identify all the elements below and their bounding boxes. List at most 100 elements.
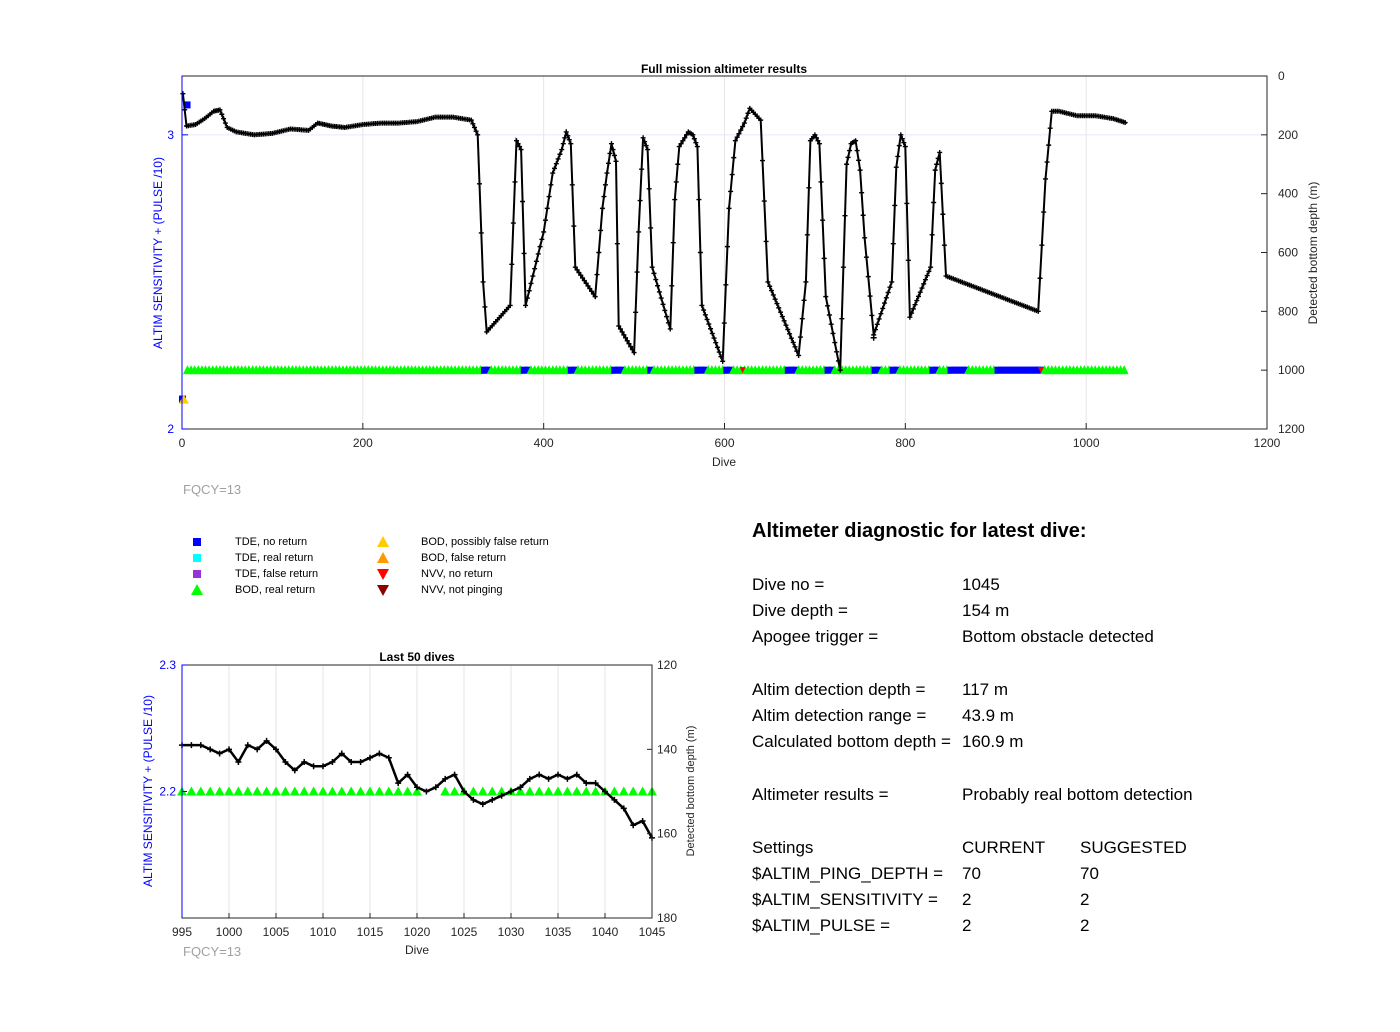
last-xtick-label: 1040: [592, 925, 619, 939]
bottom-depth-point: [653, 277, 659, 283]
last-bottom-depth-point: [526, 775, 533, 782]
last-bod-real-mark: [327, 786, 338, 796]
bottom-depth-point: [523, 302, 529, 308]
bottom-depth-point: [844, 161, 850, 167]
bottom-depth-point: [938, 180, 944, 186]
last-bod-real-mark: [383, 786, 394, 796]
bottom-depth-point: [857, 167, 863, 173]
bottom-depth-point: [799, 316, 805, 322]
last-bod-real-mark: [346, 786, 357, 796]
bottom-depth-point: [769, 288, 775, 294]
bottom-depth-point: [740, 124, 746, 130]
bottom-depth-point: [899, 136, 905, 142]
bottom-depth-point: [571, 223, 577, 229]
bottom-depth-point: [828, 321, 834, 327]
tde-no-return-mark: [1034, 366, 1042, 374]
tde-no-return-mark: [933, 366, 941, 374]
last-bottom-depth-point: [508, 788, 514, 795]
bottom-depth-point: [678, 141, 684, 147]
last-bod-real-mark: [374, 786, 385, 796]
last-bod-real-mark: [308, 786, 319, 796]
bottom-depth-point: [587, 286, 593, 292]
last-bod-real-mark: [402, 786, 413, 796]
bottom-depth-point: [905, 257, 911, 263]
bottom-depth-point: [550, 170, 556, 176]
bottom-depth-point: [596, 250, 602, 255]
bottom-depth-point: [729, 172, 735, 178]
bottom-depth-point: [721, 320, 727, 326]
last-bod-real-mark: [271, 786, 281, 796]
last-bod-real-mark: [393, 786, 404, 796]
main-ytick-left-label: 3: [167, 128, 174, 142]
bottom-depth-point: [589, 288, 595, 294]
last-xtick-label: 1035: [545, 925, 572, 939]
bottom-depth-point: [602, 182, 608, 188]
bottom-depth-point: [781, 318, 787, 324]
bottom-depth-point: [928, 264, 934, 270]
bod-real-return-mark: [1119, 365, 1129, 375]
bottom-depth-point: [709, 330, 715, 336]
last-bottom-depth-point: [282, 758, 289, 765]
bottom-depth-point: [787, 331, 793, 337]
last-bod-real-mark: [186, 786, 197, 796]
last-xlabel: Dive: [405, 943, 429, 957]
last-bottom-depth-point: [573, 771, 580, 778]
tde-no-return-mark: [1030, 366, 1038, 374]
last-ylabel-right: Detected bottom depth (m): [685, 726, 697, 857]
tde-no-return-mark: [647, 366, 655, 374]
last-bottom-depth-point: [564, 775, 571, 782]
bottom-depth-point: [935, 155, 941, 161]
bottom-depth-point: [222, 120, 228, 126]
bottom-depth-point: [520, 199, 526, 205]
bottom-depth-point: [621, 332, 627, 338]
bottom-depth-point: [758, 117, 764, 123]
main-marks: [178, 91, 1129, 404]
bottom-depth-point: [559, 147, 565, 153]
bottom-depth-point: [619, 329, 625, 335]
last-bottom-depth-point: [273, 746, 279, 753]
bottom-depth-point: [825, 303, 831, 309]
last-bod-real-mark: [543, 786, 554, 796]
bottom-depth-point: [533, 258, 539, 264]
bottom-depth-point: [832, 340, 838, 346]
bottom-depth-point: [541, 229, 547, 235]
bottom-depth-point: [1122, 120, 1128, 126]
last-bottom-depth-point: [461, 788, 467, 795]
last-bottom-depth-point: [395, 780, 402, 787]
bottom-depth-point: [734, 134, 740, 140]
last-bottom-depth-point: [423, 788, 430, 795]
bottom-depth-point: [623, 335, 629, 341]
last-bottom-depth-point: [338, 750, 345, 757]
bottom-depth-point: [821, 255, 827, 261]
bottom-depth-point: [562, 135, 568, 141]
bottom-depth-point: [626, 341, 632, 347]
bottom-depth-point: [616, 323, 622, 329]
last-title: Last 50 dives: [379, 650, 455, 664]
bottom-depth-point: [880, 305, 886, 311]
legend-square-cyan-icon: [190, 551, 204, 565]
legend-triangle-down-red-icon: [376, 567, 390, 581]
bottom-depth-point: [872, 327, 878, 333]
last-xtick-label: 1020: [404, 925, 431, 939]
tde-no-return-mark: [947, 366, 955, 374]
bottom-depth-point: [887, 284, 893, 290]
bottom-depth-point: [656, 289, 662, 295]
tde-no-return-mark: [567, 366, 575, 374]
bottom-depth-point: [815, 138, 821, 144]
bottom-depth-point: [512, 179, 518, 185]
bottom-depth-point: [617, 326, 623, 332]
bottom-depth-point: [785, 327, 791, 333]
legend-square-purple-icon: [190, 567, 204, 581]
bottom-depth-point: [917, 289, 923, 295]
bottom-depth-point: [806, 185, 812, 191]
bottom-depth-point: [514, 138, 520, 144]
bottom-depth-point: [581, 278, 587, 284]
bottom-depth-point: [607, 150, 613, 156]
bottom-depth-point: [921, 281, 927, 287]
bottom-depth-point: [892, 202, 898, 208]
bottom-depth-point: [599, 205, 605, 211]
bottom-depth-point: [585, 283, 591, 289]
main-plot: 0 200 400 600 800 1000 1200 0 200 400 600 800 1000 12…: [151, 62, 1320, 497]
bottom-depth-point: [592, 294, 598, 300]
bottom-depth-point: [772, 296, 778, 302]
